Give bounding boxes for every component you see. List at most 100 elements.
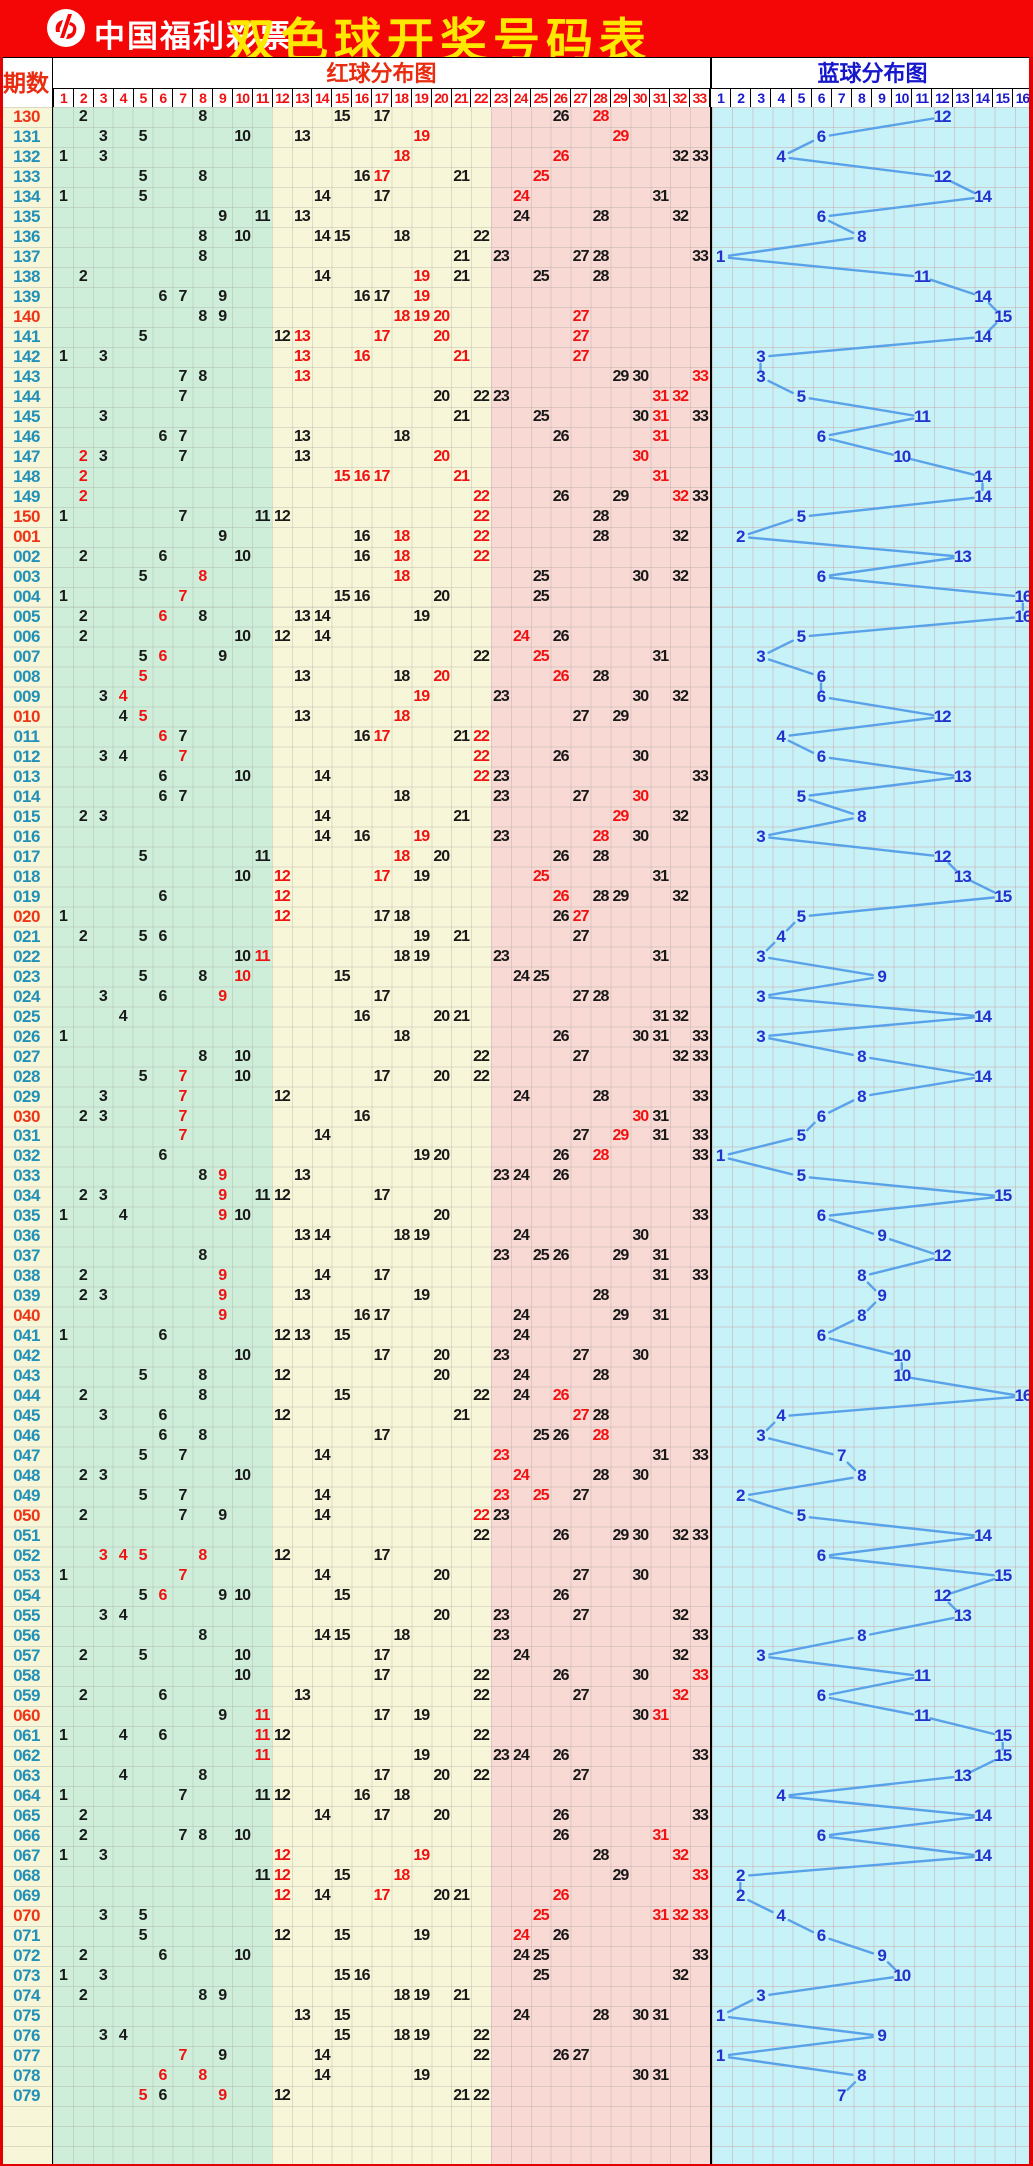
red-ball: 17 xyxy=(373,1267,391,1285)
red-col-header: 8 xyxy=(193,89,213,107)
period-label: 148 xyxy=(13,466,40,486)
red-ball: 21 xyxy=(453,807,470,825)
period-label: 016 xyxy=(13,826,40,846)
period-label: 009 xyxy=(13,686,40,706)
red-ball: 14 xyxy=(313,1487,331,1505)
red-ball: 33 xyxy=(692,1207,709,1225)
red-ball: 3 xyxy=(98,1607,108,1625)
red-ball: 4 xyxy=(118,1607,128,1625)
red-col-header: 30 xyxy=(630,89,651,107)
red-ball: 3 xyxy=(98,747,108,765)
blue-ball: 13 xyxy=(953,546,972,566)
red-ball: 19 xyxy=(413,827,430,845)
red-ball: 18 xyxy=(393,147,410,165)
red-ball: 13 xyxy=(293,707,311,725)
red-zone-23-33 xyxy=(491,107,710,2166)
red-col-header: 25 xyxy=(531,89,551,107)
period-label: 061 xyxy=(13,1726,40,1746)
red-ball: 1 xyxy=(59,347,68,365)
red-ball: 6 xyxy=(158,767,168,785)
blue-col-header: 3 xyxy=(751,89,772,107)
china-welfare-lottery-logo-icon xyxy=(47,9,85,47)
blue-ball: 12 xyxy=(933,1246,952,1266)
red-ball: 10 xyxy=(234,1947,251,1965)
period-label: 150 xyxy=(13,506,40,526)
red-ball: 5 xyxy=(138,967,148,985)
red-ball: 5 xyxy=(138,667,148,685)
red-ball: 12 xyxy=(274,327,291,345)
red-ball: 16 xyxy=(353,547,371,565)
blue-ball: 2 xyxy=(736,1886,745,1906)
blue-ball: 15 xyxy=(994,886,1012,906)
red-ball: 1 xyxy=(59,1207,68,1225)
red-ball: 30 xyxy=(632,1347,649,1365)
blue-section-title: 蓝球分布图 xyxy=(710,58,1033,88)
blue-ball: 5 xyxy=(796,1166,806,1186)
red-ball: 28 xyxy=(592,1367,610,1385)
red-ball: 7 xyxy=(178,1447,187,1465)
red-ball: 33 xyxy=(692,1027,709,1045)
red-ball: 25 xyxy=(532,1487,550,1505)
blue-ball: 11 xyxy=(913,1706,931,1726)
red-ball: 13 xyxy=(293,1167,311,1185)
red-ball: 30 xyxy=(632,1107,649,1125)
red-ball: 17 xyxy=(373,108,391,125)
red-ball: 3 xyxy=(98,2027,108,2045)
red-ball: 32 xyxy=(672,887,689,905)
red-ball: 16 xyxy=(353,727,371,745)
red-ball: 8 xyxy=(198,567,207,585)
blue-ball: 4 xyxy=(776,1906,785,1926)
blue-ball: 6 xyxy=(816,126,826,146)
blue-ball: 8 xyxy=(857,806,866,826)
red-ball: 15 xyxy=(333,2007,351,2025)
blue-ball: 6 xyxy=(816,1326,826,1346)
red-ball: 7 xyxy=(178,787,187,805)
blue-ball: 16 xyxy=(1014,1386,1032,1406)
blue-col-header: 4 xyxy=(771,89,792,107)
red-ball: 12 xyxy=(274,907,291,925)
red-ball: 20 xyxy=(433,387,450,405)
red-ball: 9 xyxy=(218,647,227,665)
period-label: 059 xyxy=(13,1686,40,1706)
red-ball: 27 xyxy=(572,247,590,265)
red-ball: 15 xyxy=(333,967,351,985)
red-ball: 20 xyxy=(433,307,450,325)
red-ball: 27 xyxy=(572,1567,590,1585)
period-label: 132 xyxy=(13,146,40,166)
red-ball: 10 xyxy=(234,1047,251,1065)
red-ball: 21 xyxy=(453,167,470,185)
red-ball: 13 xyxy=(293,207,311,225)
red-ball: 22 xyxy=(473,727,490,745)
red-ball: 2 xyxy=(78,108,88,125)
red-ball: 28 xyxy=(592,1287,610,1305)
red-ball: 2 xyxy=(78,487,88,505)
red-ball: 7 xyxy=(178,1507,187,1525)
red-ball: 24 xyxy=(512,1467,530,1485)
red-ball: 8 xyxy=(198,307,207,325)
red-ball: 6 xyxy=(158,1727,168,1745)
red-ball: 21 xyxy=(453,1887,470,1905)
period-label: 145 xyxy=(13,406,40,426)
blue-ball: 5 xyxy=(796,626,806,646)
red-ball: 30 xyxy=(632,407,649,425)
red-ball: 1 xyxy=(59,1727,68,1745)
red-col-header: 3 xyxy=(94,89,114,107)
red-ball: 28 xyxy=(592,1467,610,1485)
red-col-header: 21 xyxy=(452,89,472,107)
red-ball: 19 xyxy=(413,1707,430,1725)
blue-col-header: 5 xyxy=(792,89,812,107)
red-ball: 31 xyxy=(652,187,669,205)
red-ball: 31 xyxy=(652,467,669,485)
red-ball: 9 xyxy=(218,207,227,225)
red-ball: 19 xyxy=(413,687,430,705)
red-ball: 26 xyxy=(552,1807,570,1825)
period-label: 063 xyxy=(13,1766,40,1786)
red-ball: 13 xyxy=(293,127,311,145)
red-ball: 5 xyxy=(138,1927,148,1945)
red-ball: 11 xyxy=(254,1867,271,1885)
red-ball: 33 xyxy=(692,1047,709,1065)
period-label: 006 xyxy=(13,626,40,646)
red-ball: 24 xyxy=(512,1647,530,1665)
red-ball: 19 xyxy=(413,927,430,945)
red-ball: 12 xyxy=(274,507,291,525)
